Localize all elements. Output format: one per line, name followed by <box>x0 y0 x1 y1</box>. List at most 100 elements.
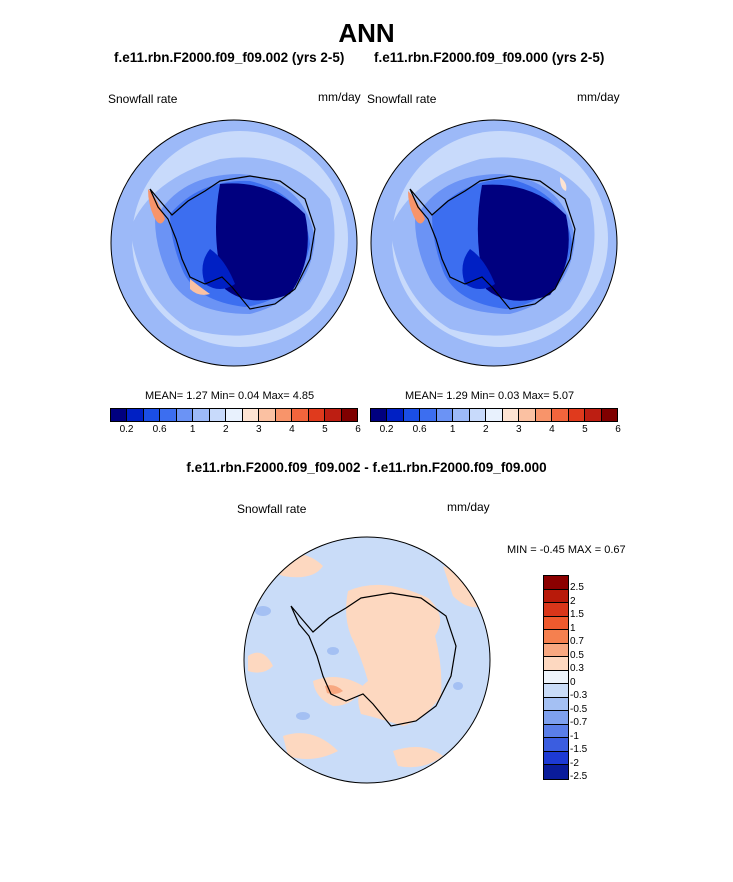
panel-2-colorbar-swatch <box>420 409 437 421</box>
panel-1-colorbar-tick-label: 1 <box>189 424 196 435</box>
panel-2-colorbar-tick-label: 3 <box>516 424 522 435</box>
panel-1-colorbar-ticks: 0.2 0.6 1 2 3 4 5 6 <box>110 422 361 435</box>
panel-2-colorbar-tick-label: 6 <box>615 424 621 435</box>
panel-1-colorbar-swatch <box>143 409 161 421</box>
panel-1-colorbar-swatch <box>111 409 128 421</box>
panel-2-colorbar-swatch <box>502 409 520 421</box>
panel-1-colorbar-tick-label: 3 <box>256 424 262 435</box>
diff-colorbar-label: 1.5 <box>570 609 584 620</box>
diff-colorbar-label: 0.3 <box>570 663 584 674</box>
panel-1-colorbar-swatch <box>226 409 243 421</box>
panel-2-colorbar-tick-label: 5 <box>582 424 588 435</box>
panel-1-polar-map <box>110 119 358 367</box>
diff-minmax: MIN = -0.45 MAX = 0.67 <box>507 544 626 556</box>
panel-2-colorbar-swatch <box>436 409 454 421</box>
panel-1-colorbar-swatch <box>127 409 144 421</box>
panel-2-colorbar-swatch <box>519 409 536 421</box>
panel-2-colorbar-tick-label: 2 <box>482 424 489 435</box>
panel-2-coastline <box>409 175 576 310</box>
panel-1-colorbar-swatch <box>292 409 309 421</box>
diff-colorbar-swatch <box>544 589 568 603</box>
diff-colorbar-label: 0.7 <box>570 636 584 647</box>
panel-2-colorbar-tick-label: 1 <box>449 424 456 435</box>
diff-colorbar-swatch <box>544 630 568 644</box>
diff-colorbar-label: -0.3 <box>570 690 588 701</box>
diff-coastline <box>290 592 457 727</box>
panel-2-colorbar-swatch <box>387 409 404 421</box>
panel-1-colorbar-swatch <box>176 409 194 421</box>
diff-colorbar-label: 2 <box>570 595 576 607</box>
diff-colorbar-label: -2.5 <box>570 771 588 782</box>
panel-2-units-label: mm/day <box>577 90 620 104</box>
panel-1-min-label: Min= <box>210 390 235 402</box>
panel-1-colorbar: 0.2 0.6 1 2 3 4 5 6 <box>110 408 361 435</box>
panel-2-max-label: Max= <box>522 390 550 402</box>
panel-1-colorbar-swatch <box>193 409 210 421</box>
panel-2-colorbar-tick-label: 4 <box>549 424 555 435</box>
diff-colorbar-swatch <box>544 765 568 779</box>
panel-2-colorbar-swatch <box>371 409 388 421</box>
panel-1-mean-label: MEAN= <box>145 390 184 402</box>
diff-colorbar-swatch <box>544 697 568 711</box>
figure-title: ANN <box>338 18 395 48</box>
panel-2-colorbar-swatch <box>568 409 586 421</box>
panel-2-colorbar-swatch <box>469 409 487 421</box>
panel-1-colorbar-tick-label: 0.6 <box>152 424 167 435</box>
panel-1-colorbar-swatch <box>341 409 358 421</box>
panel-1-min-value: 0.04 <box>237 390 260 402</box>
panel-2-min-label: Min= <box>470 390 495 402</box>
panel-1-colorbar-tick-label: 0.2 <box>119 424 134 435</box>
panel-2-colorbar-swatch <box>486 409 503 421</box>
panel-1-title: f.e11.rbn.F2000.f09_f09.002 (yrs 2-5) <box>114 50 345 65</box>
panel-2-colorbar-tick-label: 0.6 <box>412 424 427 435</box>
panel-2-colorbar-swatch <box>601 409 618 421</box>
diff-colorbar-swatch <box>544 643 568 657</box>
panel-1-colorbar-swatch <box>209 409 227 421</box>
panel-2-colorbar-swatch <box>552 409 569 421</box>
panel-2-colorbar-swatch <box>585 409 602 421</box>
diff-colorbar-swatch <box>544 603 568 617</box>
panel-1-units-label: mm/day <box>318 90 361 104</box>
panel-2-colorbar-swatch <box>453 409 470 421</box>
panel-1-colorbar-tick-label: 4 <box>289 424 295 435</box>
diff-title: f.e11.rbn.F2000.f09_f09.002 - f.e11.rbn.… <box>186 460 547 475</box>
panel-1-variable-label: Snowfall rate <box>108 92 178 106</box>
diff-colorbar-swatch <box>544 738 568 752</box>
diff-colorbar-swatch <box>544 711 568 725</box>
diff-variable-label: Snowfall rate <box>237 502 307 516</box>
diff-colorbar-swatch <box>544 751 568 765</box>
panel-1-colorbar-tick-label: 6 <box>355 424 361 435</box>
diff-colorbar-swatch <box>544 670 568 684</box>
diff-colorbar-label: 0 <box>570 676 576 688</box>
panel-2-colorbar-swatch <box>535 409 553 421</box>
diff-colorbar-label: -0.7 <box>570 717 588 728</box>
panel-2-min-value: 0.03 <box>497 390 520 402</box>
panel-1-max-label: Max= <box>262 390 290 402</box>
panel-1-colorbar-tick-label: 5 <box>322 424 328 435</box>
diff-colorbar-label: 0.5 <box>570 649 584 661</box>
panel-1-colorbar-swatch <box>242 409 260 421</box>
panel-2-colorbar: 0.2 0.6 1 2 3 4 5 6 <box>370 408 621 435</box>
panel-2-title: f.e11.rbn.F2000.f09_f09.000 (yrs 2-5) <box>374 50 605 65</box>
panel-1-colorbar-swatch <box>325 409 342 421</box>
panel-2-stats: MEAN= 1.29 Min= 0.03 Max= 5.07 <box>405 390 574 402</box>
diff-min-label: MIN = <box>507 544 537 556</box>
panel-1-colorbar-swatches <box>110 408 358 422</box>
diff-max-label: MAX = <box>567 544 602 556</box>
diff-colorbar-swatch <box>544 657 568 671</box>
diff-colorbar-label: 1 <box>570 622 576 634</box>
diff-colorbar-swatch <box>544 616 568 630</box>
diff-min-value: -0.45 <box>539 544 565 556</box>
panel-1-colorbar-tick-label: 2 <box>222 424 229 435</box>
diff-max-value: 0.67 <box>604 544 626 556</box>
panel-1-mean-value: 1.27 <box>186 390 208 402</box>
diff-colorbar-swatch <box>544 724 568 738</box>
diff-colorbar-swatch <box>544 576 568 590</box>
panel-1-colorbar-swatch <box>308 409 326 421</box>
diff-colorbar-label: -0.5 <box>570 703 588 715</box>
diff-colorbar-swatch <box>544 684 568 698</box>
panel-1-coastline <box>149 175 316 310</box>
panel-2-interior-dry-zone <box>477 184 569 301</box>
panel-1-colorbar-swatch <box>160 409 177 421</box>
diff-colorbar-label: -1 <box>570 730 579 742</box>
